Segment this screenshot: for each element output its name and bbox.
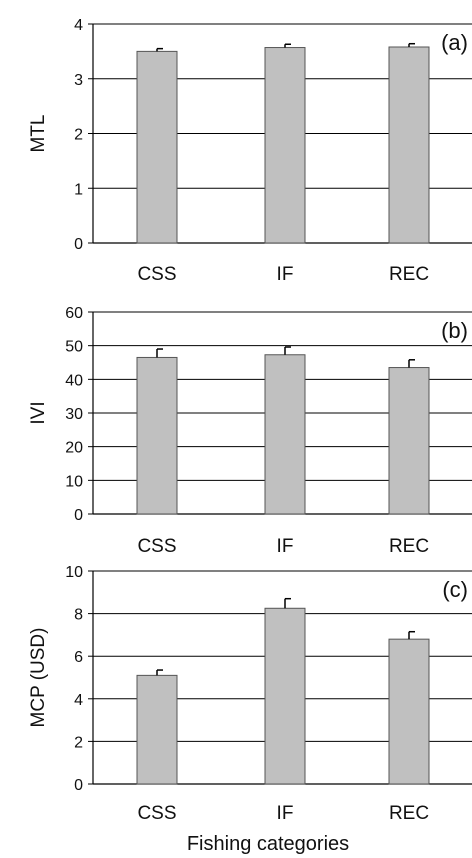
y-tick-label: 0 xyxy=(74,507,83,524)
x-tick-label: REC xyxy=(389,803,429,824)
x-tick-label: IF xyxy=(277,803,294,824)
bar-if xyxy=(264,354,306,515)
y-tick-label: 40 xyxy=(65,372,83,389)
bar-if xyxy=(264,607,306,785)
y-tick-label: 4 xyxy=(74,17,83,34)
y-tick-label: 1 xyxy=(74,181,83,198)
y-axis-title: MCP (USD) xyxy=(28,628,49,728)
chart-panel-2: 0 10 20 30 40 50 60 CSS IF REC (b) IVI xyxy=(28,305,472,557)
y-tick-label: 60 xyxy=(65,305,83,322)
x-axis-title: Fishing categories xyxy=(187,833,349,855)
y-tick-label: 30 xyxy=(65,406,83,423)
bar-css xyxy=(136,674,178,785)
x-tick-label: CSS xyxy=(137,536,176,557)
y-tick-label: 6 xyxy=(74,649,83,666)
panel-label: (c) xyxy=(442,577,468,602)
y-tick-label: 20 xyxy=(65,440,83,457)
y-tick-label: 10 xyxy=(65,473,83,490)
y-tick-label: 3 xyxy=(74,72,83,89)
y-axis-title: MTL xyxy=(28,115,49,153)
y-tick-label: 4 xyxy=(74,692,83,709)
x-tick-label: CSS xyxy=(137,264,176,285)
bar-rec xyxy=(388,638,430,785)
x-tick-label: REC xyxy=(389,264,429,285)
chart-panel-3: 0 2 4 6 8 10 CSS IF REC (c) MCP (USD) xyxy=(28,564,472,824)
panel-label: (b) xyxy=(441,318,468,343)
panel-label: (a) xyxy=(441,30,468,55)
y-axis-title: IVI xyxy=(28,401,49,424)
y-tick-label: 0 xyxy=(74,236,83,253)
bar-css xyxy=(136,50,178,244)
bar-css xyxy=(136,356,178,515)
x-tick-label: REC xyxy=(389,536,429,557)
y-tick-label: 2 xyxy=(74,734,83,751)
bar-rec xyxy=(388,367,430,515)
y-tick-label: 8 xyxy=(74,607,83,624)
x-tick-label: IF xyxy=(277,536,294,557)
x-tick-label: IF xyxy=(277,264,294,285)
x-tick-label: CSS xyxy=(137,803,176,824)
y-tick-label: 50 xyxy=(65,339,83,356)
bar-if xyxy=(264,47,306,244)
y-tick-label: 2 xyxy=(74,127,83,144)
y-tick-label: 0 xyxy=(74,777,83,794)
bar-rec xyxy=(388,46,430,244)
y-tick-label: 10 xyxy=(65,564,83,581)
chart-panel-1: 0 1 2 3 4 CSS IF REC (a) MTL xyxy=(28,17,472,285)
